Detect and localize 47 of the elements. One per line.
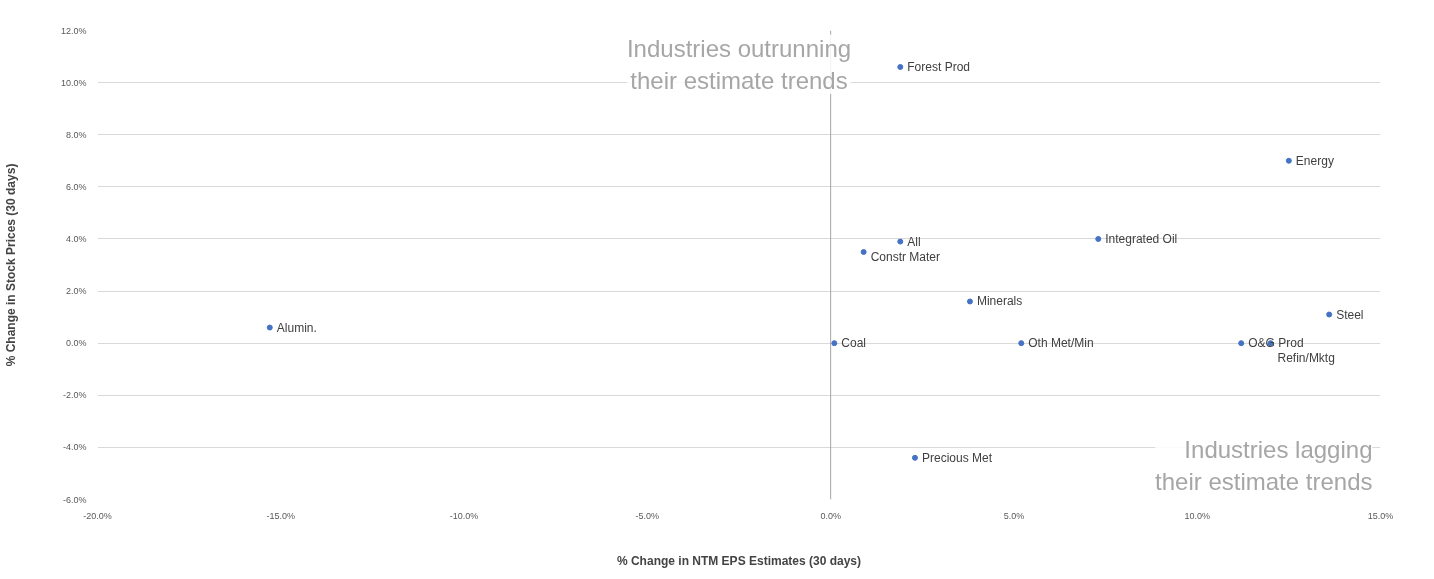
annotation: Refin/Mktg (1277, 351, 1335, 366)
annotation: All (907, 234, 921, 249)
annotation: Steel (1336, 307, 1364, 322)
annotation: Coal (841, 336, 866, 351)
annotation: Industries outrunning their estimate trends (626, 34, 852, 94)
x-tick-label: -20.0% (83, 510, 112, 521)
point (1326, 311, 1333, 318)
x-axis-title: % Change in NTM EPS Estimates (30 days) (616, 553, 862, 568)
x-tick-label: -5.0% (635, 510, 660, 521)
y-tick-label: 10.0% (60, 77, 87, 88)
annotation: Industries lagging their estimate trends (1155, 436, 1373, 496)
x-tick-label: 5.0% (1003, 510, 1025, 521)
y-tick-label: -2.0% (62, 390, 87, 401)
point (266, 324, 273, 331)
point (1018, 340, 1025, 347)
point (1095, 235, 1102, 242)
x-tick-label: -15.0% (266, 510, 296, 521)
point (897, 63, 904, 70)
annotation: Alumin. (276, 320, 317, 335)
y-tick-label: 4.0% (65, 233, 87, 244)
annotation: Forest Prod (907, 59, 970, 74)
x-tick-label: -10.0% (449, 510, 479, 521)
annotation: Minerals (976, 294, 1023, 309)
annotation: Oth Met/Min (1028, 336, 1094, 351)
point (1238, 340, 1245, 347)
x-tick-label: 10.0% (1184, 510, 1210, 521)
point (897, 238, 904, 245)
y-axis-title: % Change in Stock Prices (30 days) (3, 163, 18, 367)
point (1285, 157, 1292, 164)
annotation: Precious Met (921, 450, 993, 465)
y-tick-label: -6.0% (62, 494, 87, 505)
annotation: Integrated Oil (1105, 231, 1178, 246)
point (966, 298, 973, 305)
point (860, 248, 867, 255)
point (911, 454, 918, 461)
y-tick-label: 12.0% (60, 25, 87, 36)
y-tick-label: 0.0% (65, 338, 87, 349)
annotation: O&G Prod (1248, 336, 1304, 351)
y-tick-label: 2.0% (65, 286, 87, 297)
x-tick-label: 0.0% (820, 510, 841, 521)
point (831, 340, 838, 347)
y-tick-label: 6.0% (65, 181, 87, 192)
y-tick-label: 8.0% (65, 129, 87, 140)
annotation: Constr Mater (870, 249, 940, 264)
y-tick-label: -4.0% (62, 442, 87, 453)
x-tick-label: 15.0% (1367, 510, 1394, 521)
annotation: Energy (1295, 153, 1334, 168)
